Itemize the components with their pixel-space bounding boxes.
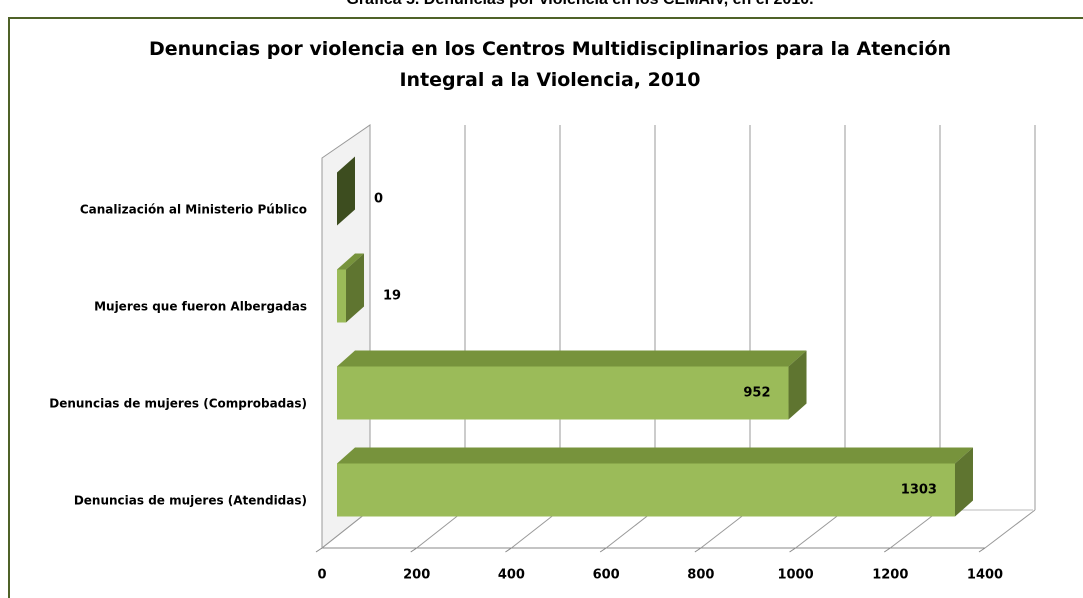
y-tick-label: Mujeres que fueron Albergadas: [94, 300, 307, 314]
floor-grid-line: [984, 509, 1036, 549]
x-tick-label: 1000: [777, 568, 813, 583]
tick-mark: [694, 547, 702, 553]
tick-mark: [884, 547, 891, 553]
caption: Gráfica 5. Denuncias por violencia en lo…: [0, 0, 1083, 9]
x-tick-label: 800: [687, 568, 714, 583]
y-tick-label: Canalización al Ministerio Público: [80, 203, 307, 217]
tick-mark: [599, 547, 607, 553]
bar-top: [337, 253, 365, 270]
value-label: 1303: [901, 483, 937, 498]
bar-top: [337, 350, 807, 367]
tick-mark: [789, 547, 796, 553]
bar-side: [788, 350, 807, 420]
x-tick-label: 400: [498, 568, 525, 583]
bar-side: [337, 156, 355, 226]
y-tick-label: Denuncias de mujeres (Atendidas): [74, 494, 307, 508]
x-tick-label: 1400: [967, 568, 1003, 583]
bar-top: [337, 447, 973, 464]
bar-side: [954, 447, 973, 517]
chart-title: Denuncias por violencia en los Centros M…: [148, 38, 952, 91]
tick-mark: [315, 547, 323, 553]
bar: [337, 269, 347, 323]
tick-mark: [410, 547, 417, 553]
x-tick-label: 1200: [872, 568, 908, 583]
x-tick-label: 200: [403, 568, 430, 583]
tick-mark: [505, 547, 512, 553]
bar-side: [346, 253, 365, 323]
chart-frame: [8, 17, 1083, 598]
x-tick-label: 0: [317, 568, 326, 583]
x-tick-label: 600: [593, 568, 620, 583]
value-label: 0: [374, 192, 383, 207]
bar: [337, 366, 789, 420]
bar: [337, 463, 955, 517]
value-label: 19: [383, 289, 401, 304]
y-tick-label: Denuncias de mujeres (Comprobadas): [49, 397, 307, 411]
value-label: 952: [743, 386, 770, 401]
tick-mark: [978, 547, 986, 553]
